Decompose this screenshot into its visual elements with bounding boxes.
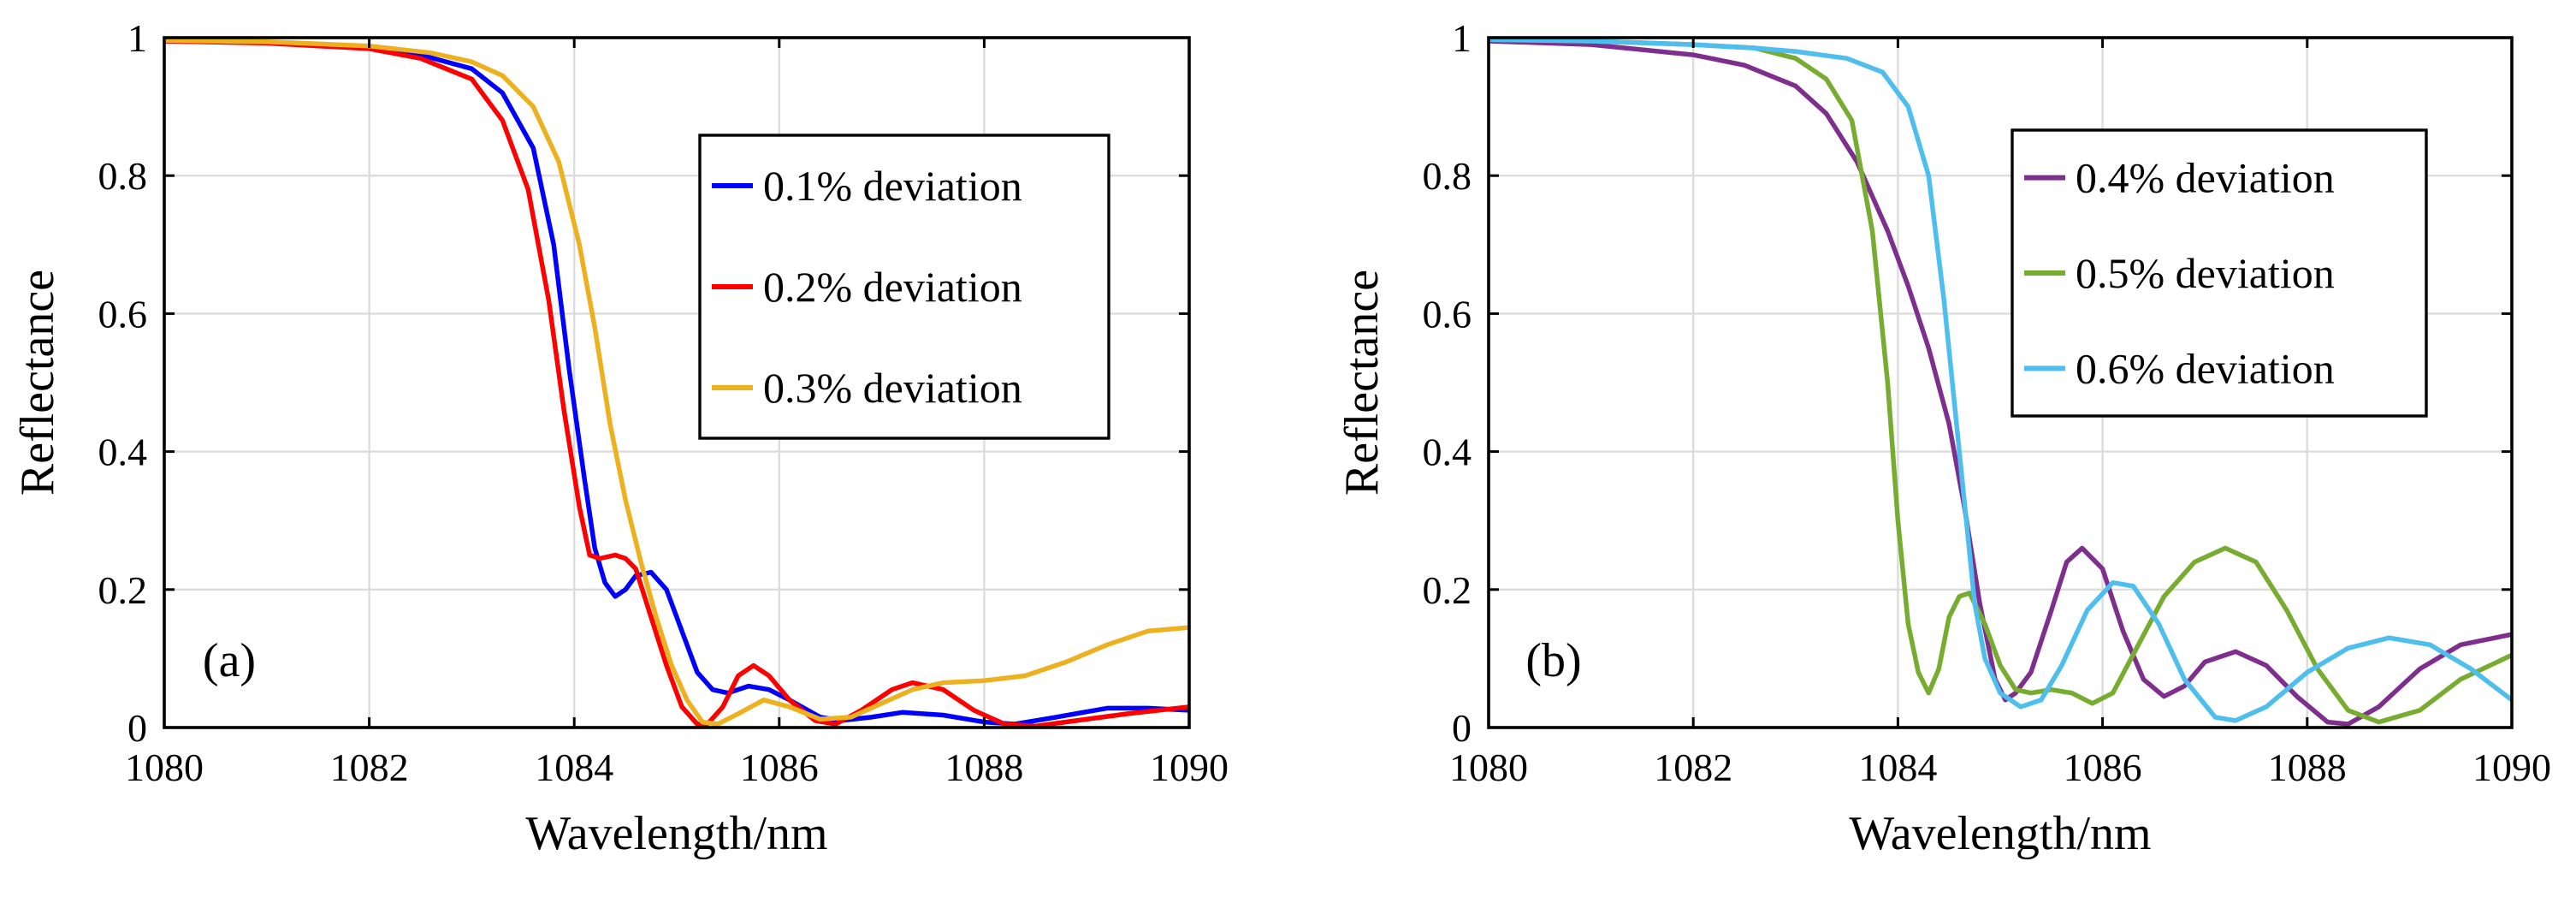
panel-label: (b)	[1525, 634, 1581, 687]
legend-box	[2010, 128, 2428, 418]
x-tick-label: 1082	[330, 746, 409, 789]
x-tick-label: 1086	[740, 746, 819, 789]
y-tick-label: 0.6	[1423, 292, 1472, 336]
series-line-0-6pct-deviation	[1489, 37, 2512, 723]
x-tick-label: 1080	[125, 746, 204, 789]
axes-box	[163, 36, 1191, 729]
series-line-0-5pct-deviation	[1489, 36, 2512, 725]
x-tick-label: 1080	[1449, 746, 1528, 789]
series-line-0-2pct-deviation	[164, 39, 1189, 729]
x-axis-title: Wavelength/nm	[525, 807, 827, 860]
legend-box	[698, 134, 1110, 440]
y-tick-label: 1	[127, 16, 147, 60]
y-tick-label: 0.6	[98, 292, 148, 336]
x-tick-label: 1090	[1150, 746, 1229, 789]
y-tick-label: 0.4	[1423, 431, 1472, 474]
chart-panel-b: 1080 1082 1084 1086 1088 1090 0 0.2 0.4 0.6 0.8 1 Wa…	[1335, 16, 2551, 860]
legend-entry-label: 0.3% deviation	[763, 364, 1022, 412]
x-axis-title: Wavelength/nm	[1849, 807, 2151, 860]
chart-panel-a: 1080 1082 1084 1086 1088 1090 0 0.2 0.4 0.6 0.8 1 Wa…	[11, 16, 1229, 860]
x-tick-label: 1090	[2472, 746, 2551, 789]
x-tick-label: 1088	[945, 746, 1023, 789]
y-axis-title: Reflectance	[1335, 270, 1389, 496]
legend-entry-label: 0.6% deviation	[2076, 344, 2335, 392]
series-line-0-1pct-deviation	[164, 39, 1189, 727]
y-tick-label: 0.8	[1423, 154, 1472, 198]
y-tick-label: 0.4	[98, 431, 148, 474]
y-tick-label: 0	[127, 706, 147, 750]
legend: 0.4% deviation 0.5% deviation 0.6% deviati…	[2010, 128, 2428, 418]
y-tick-label: 0	[1452, 706, 1472, 750]
y-tick-label: 0.8	[98, 154, 148, 198]
legend-entry-label: 0.2% deviation	[763, 263, 1022, 311]
y-tick-label: 0.2	[1423, 568, 1472, 612]
x-tick-label: 1084	[535, 746, 613, 789]
x-tick-label: 1086	[2064, 746, 2142, 789]
series-line-0-4pct-deviation	[1489, 39, 2512, 727]
panel-label: (a)	[203, 634, 256, 687]
legend: 0.1% deviation 0.2% deviation 0.3% deviati…	[698, 134, 1110, 440]
x-tick-label: 1084	[1858, 746, 1937, 789]
legend-entry-label: 0.1% deviation	[763, 162, 1022, 210]
legend-entry-label: 0.4% deviation	[2076, 154, 2335, 202]
x-tick-label: 1082	[1654, 746, 1732, 789]
legend-entry-label: 0.5% deviation	[2076, 249, 2335, 297]
y-tick-label: 1	[1452, 16, 1472, 60]
y-axis-title: Reflectance	[11, 270, 64, 496]
x-tick-label: 1088	[2268, 746, 2347, 789]
y-tick-label: 0.2	[98, 568, 148, 612]
axes-box	[1487, 36, 2514, 729]
series-line-0-3pct-deviation	[164, 38, 1189, 727]
